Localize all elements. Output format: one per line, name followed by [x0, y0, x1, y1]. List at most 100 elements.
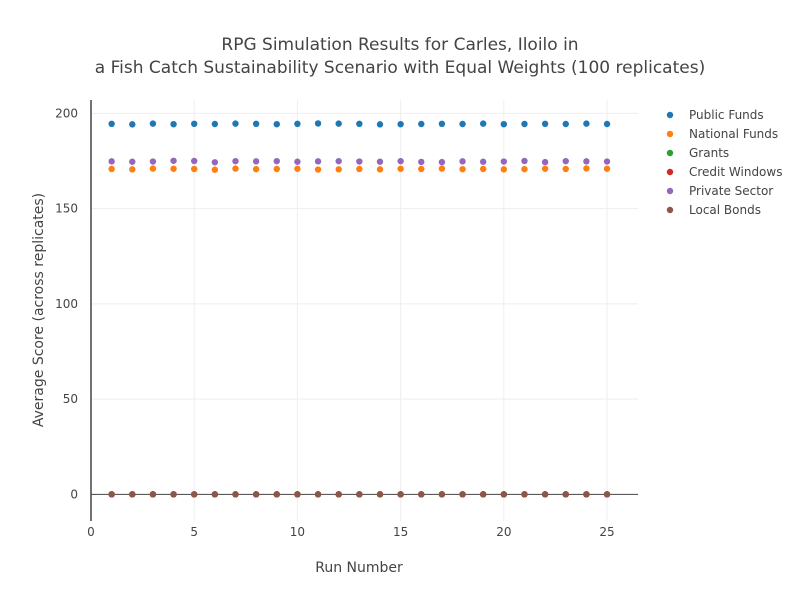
legend-item-private-sector[interactable]: Private Sector	[666, 184, 773, 198]
point-private-sector	[252, 158, 260, 165]
point-local-bonds	[149, 491, 157, 498]
point-national-funds	[314, 166, 322, 173]
x-tick-label: 10	[290, 525, 305, 539]
point-local-bonds	[376, 491, 384, 498]
point-public-funds	[108, 120, 115, 128]
y-tick-label: 100	[55, 297, 78, 311]
point-national-funds	[273, 165, 280, 173]
point-private-sector	[603, 158, 611, 165]
y-tick-label: 200	[55, 106, 78, 120]
point-public-funds	[252, 120, 260, 128]
legend-marker	[666, 187, 674, 195]
legend-marker	[666, 206, 674, 214]
point-national-funds	[418, 165, 425, 173]
point-private-sector	[108, 158, 115, 165]
point-public-funds	[521, 120, 528, 128]
y-tick-label: 150	[55, 202, 78, 216]
point-public-funds	[376, 121, 384, 128]
point-local-bonds	[418, 491, 425, 498]
point-local-bonds	[170, 491, 177, 498]
point-national-funds	[397, 165, 404, 172]
point-private-sector	[397, 157, 404, 165]
legend-label: Public Funds	[689, 108, 764, 122]
point-public-funds	[603, 120, 611, 128]
point-public-funds	[170, 120, 177, 128]
x-tick-label: 15	[393, 525, 408, 539]
point-public-funds	[562, 120, 569, 128]
point-national-funds	[541, 165, 549, 172]
point-public-funds	[314, 120, 322, 127]
point-local-bonds	[479, 491, 487, 498]
point-private-sector	[479, 158, 487, 165]
point-national-funds	[356, 165, 363, 173]
point-national-funds	[211, 166, 219, 173]
point-public-funds	[500, 120, 508, 128]
point-public-funds	[232, 120, 239, 127]
point-national-funds	[583, 165, 590, 172]
point-national-funds	[438, 165, 446, 172]
x-tick-label: 25	[599, 525, 614, 539]
point-national-funds	[603, 165, 611, 172]
legend-item-credit-windows[interactable]: Credit Windows	[666, 165, 783, 179]
point-local-bonds	[294, 491, 301, 498]
point-public-funds	[541, 120, 549, 128]
point-local-bonds	[562, 491, 569, 498]
point-public-funds	[294, 120, 301, 128]
point-national-funds	[129, 166, 136, 173]
point-private-sector	[149, 158, 157, 165]
legend-marker	[666, 130, 674, 138]
point-local-bonds	[459, 491, 466, 498]
point-local-bonds	[232, 491, 239, 498]
point-local-bonds	[129, 491, 136, 498]
legend-item-public-funds[interactable]: Public Funds	[666, 108, 764, 122]
point-public-funds	[397, 120, 404, 128]
point-national-funds	[500, 166, 508, 173]
x-axis-title: Run Number	[315, 560, 403, 576]
point-local-bonds	[273, 491, 280, 498]
point-national-funds	[232, 165, 239, 172]
point-private-sector	[314, 158, 322, 165]
point-local-bonds	[335, 491, 342, 498]
point-local-bonds	[314, 491, 322, 498]
point-national-funds	[170, 165, 177, 172]
point-private-sector	[459, 158, 466, 165]
legend-marker	[666, 168, 674, 176]
y-tick-label: 0	[70, 487, 78, 501]
point-local-bonds	[108, 491, 115, 498]
legend[interactable]: Public Funds National Funds Grants Credit W…	[666, 108, 783, 217]
legend-item-grants[interactable]: Grants	[666, 146, 729, 160]
point-national-funds	[294, 165, 301, 172]
point-private-sector	[583, 158, 590, 165]
point-public-funds	[129, 121, 136, 128]
point-private-sector	[521, 157, 528, 165]
point-national-funds	[149, 165, 157, 172]
point-public-funds	[459, 120, 466, 128]
point-public-funds	[583, 120, 590, 127]
point-local-bonds	[211, 491, 219, 498]
legend-item-national-funds[interactable]: National Funds	[666, 127, 778, 141]
point-private-sector	[541, 158, 549, 166]
point-local-bonds	[191, 491, 198, 498]
point-private-sector	[273, 157, 280, 165]
point-public-funds	[335, 120, 342, 127]
point-national-funds	[562, 165, 569, 173]
point-public-funds	[418, 120, 425, 128]
legend-label: Local Bonds	[689, 203, 761, 217]
point-local-bonds	[603, 491, 611, 498]
point-public-funds	[438, 120, 446, 128]
x-tick-label: 5	[190, 525, 198, 539]
point-local-bonds	[356, 491, 363, 498]
point-national-funds	[191, 165, 198, 173]
point-national-funds	[479, 165, 487, 173]
point-private-sector	[562, 157, 569, 165]
legend-item-local-bonds[interactable]: Local Bonds	[666, 203, 761, 217]
point-public-funds	[273, 120, 280, 128]
point-public-funds	[356, 120, 363, 128]
x-tick-label: 0	[87, 525, 95, 539]
legend-label: National Funds	[689, 127, 778, 141]
y-tick-label: 50	[63, 392, 78, 406]
point-private-sector	[356, 158, 363, 165]
point-local-bonds	[500, 491, 508, 498]
legend-label: Private Sector	[689, 184, 773, 198]
